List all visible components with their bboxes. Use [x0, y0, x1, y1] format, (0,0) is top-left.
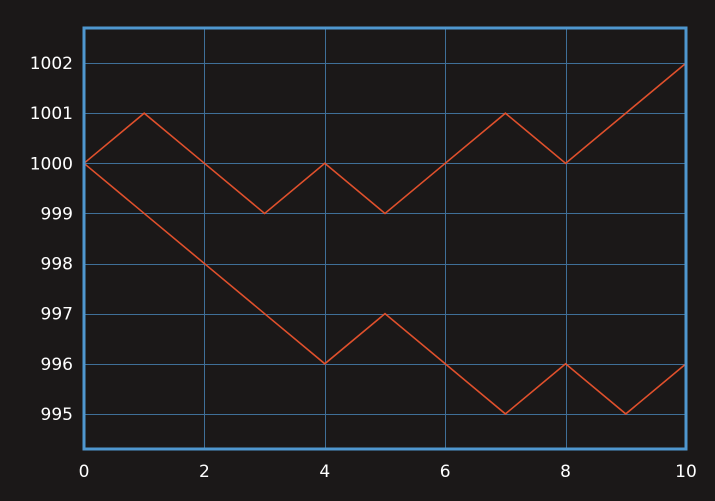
series-line-upper	[83, 62, 687, 215]
series-layer	[83, 62, 687, 415]
x-axis-tick-labels: 0 2 4 6 8 10	[79, 462, 697, 482]
series-line-lower	[83, 162, 687, 415]
y-axis-tick-labels: 995 996 997 998 999 1000 1001 1002	[30, 54, 73, 425]
y-tick-label: 1001	[30, 104, 73, 124]
y-tick-label: 1000	[30, 154, 73, 174]
y-tick-label: 995	[41, 405, 73, 425]
x-tick-label: 2	[199, 462, 210, 482]
y-tick-label: 996	[41, 355, 73, 375]
y-tick-label: 999	[41, 204, 73, 224]
x-tick-label: 8	[560, 462, 571, 482]
y-tick-label: 1002	[30, 54, 73, 74]
x-tick-label: 0	[79, 462, 90, 482]
y-tick-label: 997	[41, 305, 73, 325]
x-tick-label: 6	[440, 462, 451, 482]
x-tick-label: 10	[675, 462, 697, 482]
x-tick-label: 4	[319, 462, 330, 482]
y-tick-label: 998	[41, 255, 73, 275]
plot-frame	[82, 26, 688, 451]
